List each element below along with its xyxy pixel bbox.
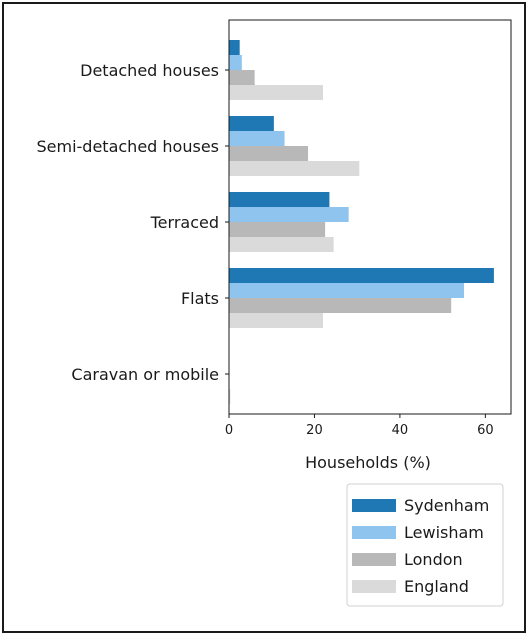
y-ticks: Detached houses Semi-detached houses Terra… — [37, 61, 229, 384]
y-tick-label: Detached houses — [80, 61, 219, 80]
legend-swatch-sydenham — [352, 499, 396, 512]
bar-england-caravan-or-mobile — [229, 389, 231, 404]
legend-label-london: London — [404, 550, 463, 569]
legend-swatch-england — [352, 580, 396, 593]
legend-swatch-london — [352, 553, 396, 566]
bar-sydenham-detached-houses — [229, 40, 240, 55]
x-ticks: 0 20 40 60 — [225, 414, 494, 438]
legend-swatch-lewisham — [352, 526, 396, 539]
legend-label-lewisham: Lewisham — [404, 523, 484, 542]
legend: Sydenham Lewisham London England — [346, 483, 504, 607]
y-tick-label: Caravan or mobile — [71, 365, 219, 384]
figure-border — [2, 2, 526, 633]
axes-frame — [228, 19, 512, 415]
legend-label-england: England — [404, 577, 469, 596]
x-axis-label: Households (%) — [305, 453, 431, 472]
bars-group — [229, 40, 494, 404]
bar-sydenham-semi-detached-houses — [229, 116, 274, 131]
bar-england-semi-detached-houses — [229, 161, 360, 176]
bar-london-flats — [229, 298, 452, 313]
bar-lewisham-terraced — [229, 207, 349, 222]
bar-sydenham-flats — [229, 268, 494, 283]
x-tick-label: 60 — [477, 423, 494, 438]
bar-sydenham-terraced — [229, 192, 330, 207]
bar-england-detached-houses — [229, 85, 323, 100]
bar-london-terraced — [229, 222, 326, 237]
bar-lewisham-semi-detached-houses — [229, 131, 285, 146]
x-tick-label: 0 — [225, 423, 233, 438]
bar-england-flats — [229, 313, 323, 328]
y-tick-label: Terraced — [150, 213, 219, 232]
bar-lewisham-flats — [229, 283, 464, 298]
y-tick-label: Flats — [181, 289, 219, 308]
bar-lewisham-detached-houses — [229, 55, 242, 70]
bar-england-terraced — [229, 237, 334, 252]
legend-label-sydenham: Sydenham — [404, 496, 489, 515]
x-tick-label: 40 — [392, 423, 409, 438]
x-tick-label: 20 — [306, 423, 323, 438]
bar-london-semi-detached-houses — [229, 146, 309, 161]
legend-box — [346, 483, 504, 607]
bar-london-detached-houses — [229, 70, 255, 85]
y-tick-label: Semi-detached houses — [37, 137, 220, 156]
